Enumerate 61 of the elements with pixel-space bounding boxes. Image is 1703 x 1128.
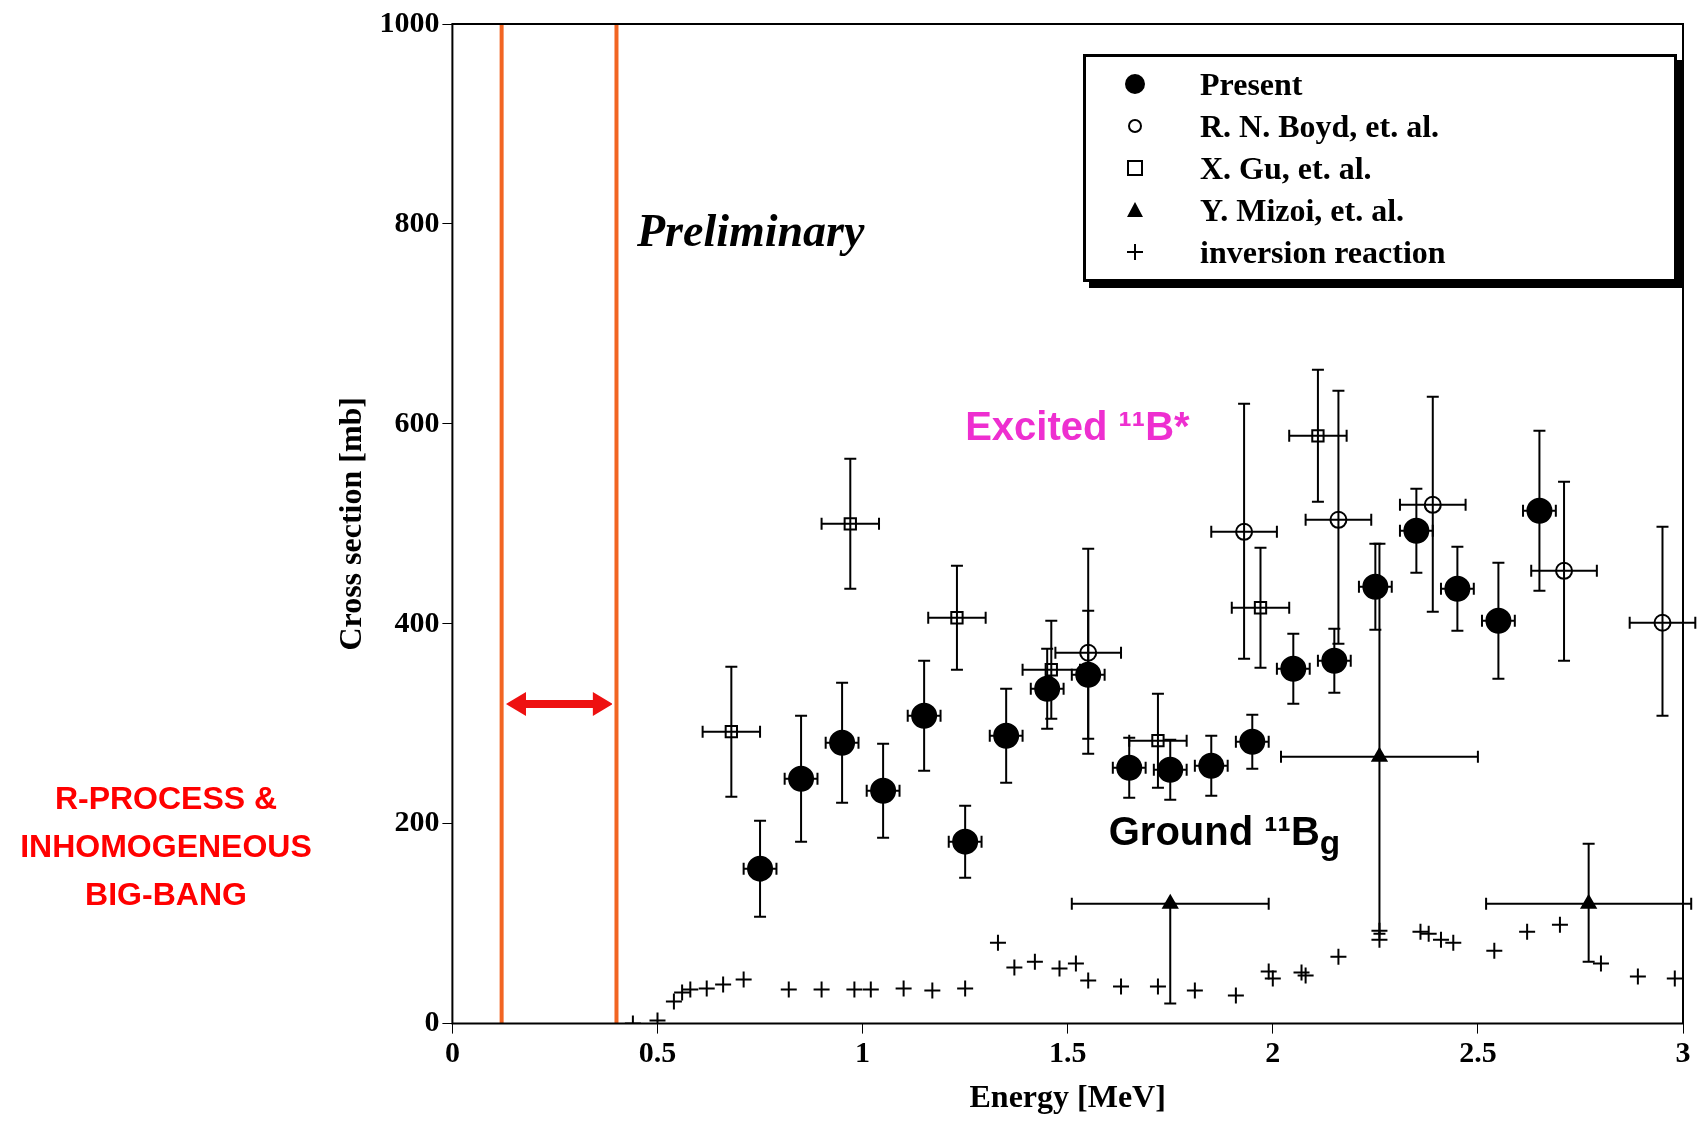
point xyxy=(1518,922,1537,941)
point xyxy=(1112,977,1131,996)
legend-label: X. Gu, et. al. xyxy=(1200,149,1372,187)
annotation: Ground ¹¹B$_{g}$ xyxy=(1108,808,1341,862)
x-tick-label: 2 xyxy=(1265,1035,1281,1069)
point xyxy=(1025,952,1044,971)
point xyxy=(1226,986,1245,1005)
point xyxy=(1411,922,1430,941)
legend-label: Y. Mizoi, et. al. xyxy=(1200,191,1405,229)
point xyxy=(988,933,1007,952)
y-tick-label: 1000 xyxy=(379,4,440,38)
point xyxy=(1591,954,1610,973)
point xyxy=(1628,967,1647,986)
x-tick-label: 0.5 xyxy=(638,1035,677,1069)
annotation: Excited ¹¹B* xyxy=(965,403,1190,449)
point xyxy=(861,980,880,999)
y-tick-label: 600 xyxy=(394,404,440,438)
legend-label: Present xyxy=(1200,65,1303,103)
point xyxy=(697,979,716,998)
point xyxy=(1296,966,1315,985)
y-tick-label: 400 xyxy=(394,604,440,638)
point xyxy=(1665,969,1683,988)
point xyxy=(956,979,975,998)
point xyxy=(1066,954,1085,973)
point xyxy=(714,975,733,994)
y-axis-title: Cross section [mb] xyxy=(332,397,369,651)
x-tick-label: 2.5 xyxy=(1459,1035,1497,1069)
point xyxy=(1292,963,1311,982)
point xyxy=(1419,924,1438,943)
point xyxy=(673,983,692,1002)
point xyxy=(923,981,942,1000)
x-axis-title: Energy [MeV] xyxy=(969,1078,1166,1115)
point xyxy=(1005,958,1024,977)
annotation: Preliminary xyxy=(636,203,865,257)
point xyxy=(1185,981,1204,1000)
point xyxy=(1259,962,1278,981)
point xyxy=(1431,930,1450,949)
x-tick-label: 1.5 xyxy=(1048,1035,1087,1069)
point xyxy=(812,980,831,999)
y-tick-label: 0 xyxy=(424,1004,440,1038)
point xyxy=(894,979,913,998)
point xyxy=(1444,933,1463,952)
text: R-PROCESS & INHOMOGENEOUS BIG-BANG xyxy=(19,778,313,914)
point xyxy=(1050,959,1069,978)
legend-label: R. N. Boyd, et. al. xyxy=(1200,107,1440,145)
point xyxy=(1079,971,1098,990)
legend-label: inversion reaction xyxy=(1200,233,1446,271)
x-tick-label: 3 xyxy=(1675,1035,1691,1069)
y-tick-label: 200 xyxy=(394,804,440,838)
point xyxy=(1329,947,1348,966)
point xyxy=(1550,915,1569,934)
point xyxy=(664,992,683,1011)
point xyxy=(734,970,753,989)
x-tick-label: 1 xyxy=(855,1035,871,1069)
point xyxy=(1148,977,1167,996)
point xyxy=(1485,941,1504,960)
point xyxy=(845,980,864,999)
point xyxy=(779,980,798,999)
point xyxy=(1263,969,1282,988)
point xyxy=(681,980,700,999)
y-tick-label: 800 xyxy=(394,204,440,238)
